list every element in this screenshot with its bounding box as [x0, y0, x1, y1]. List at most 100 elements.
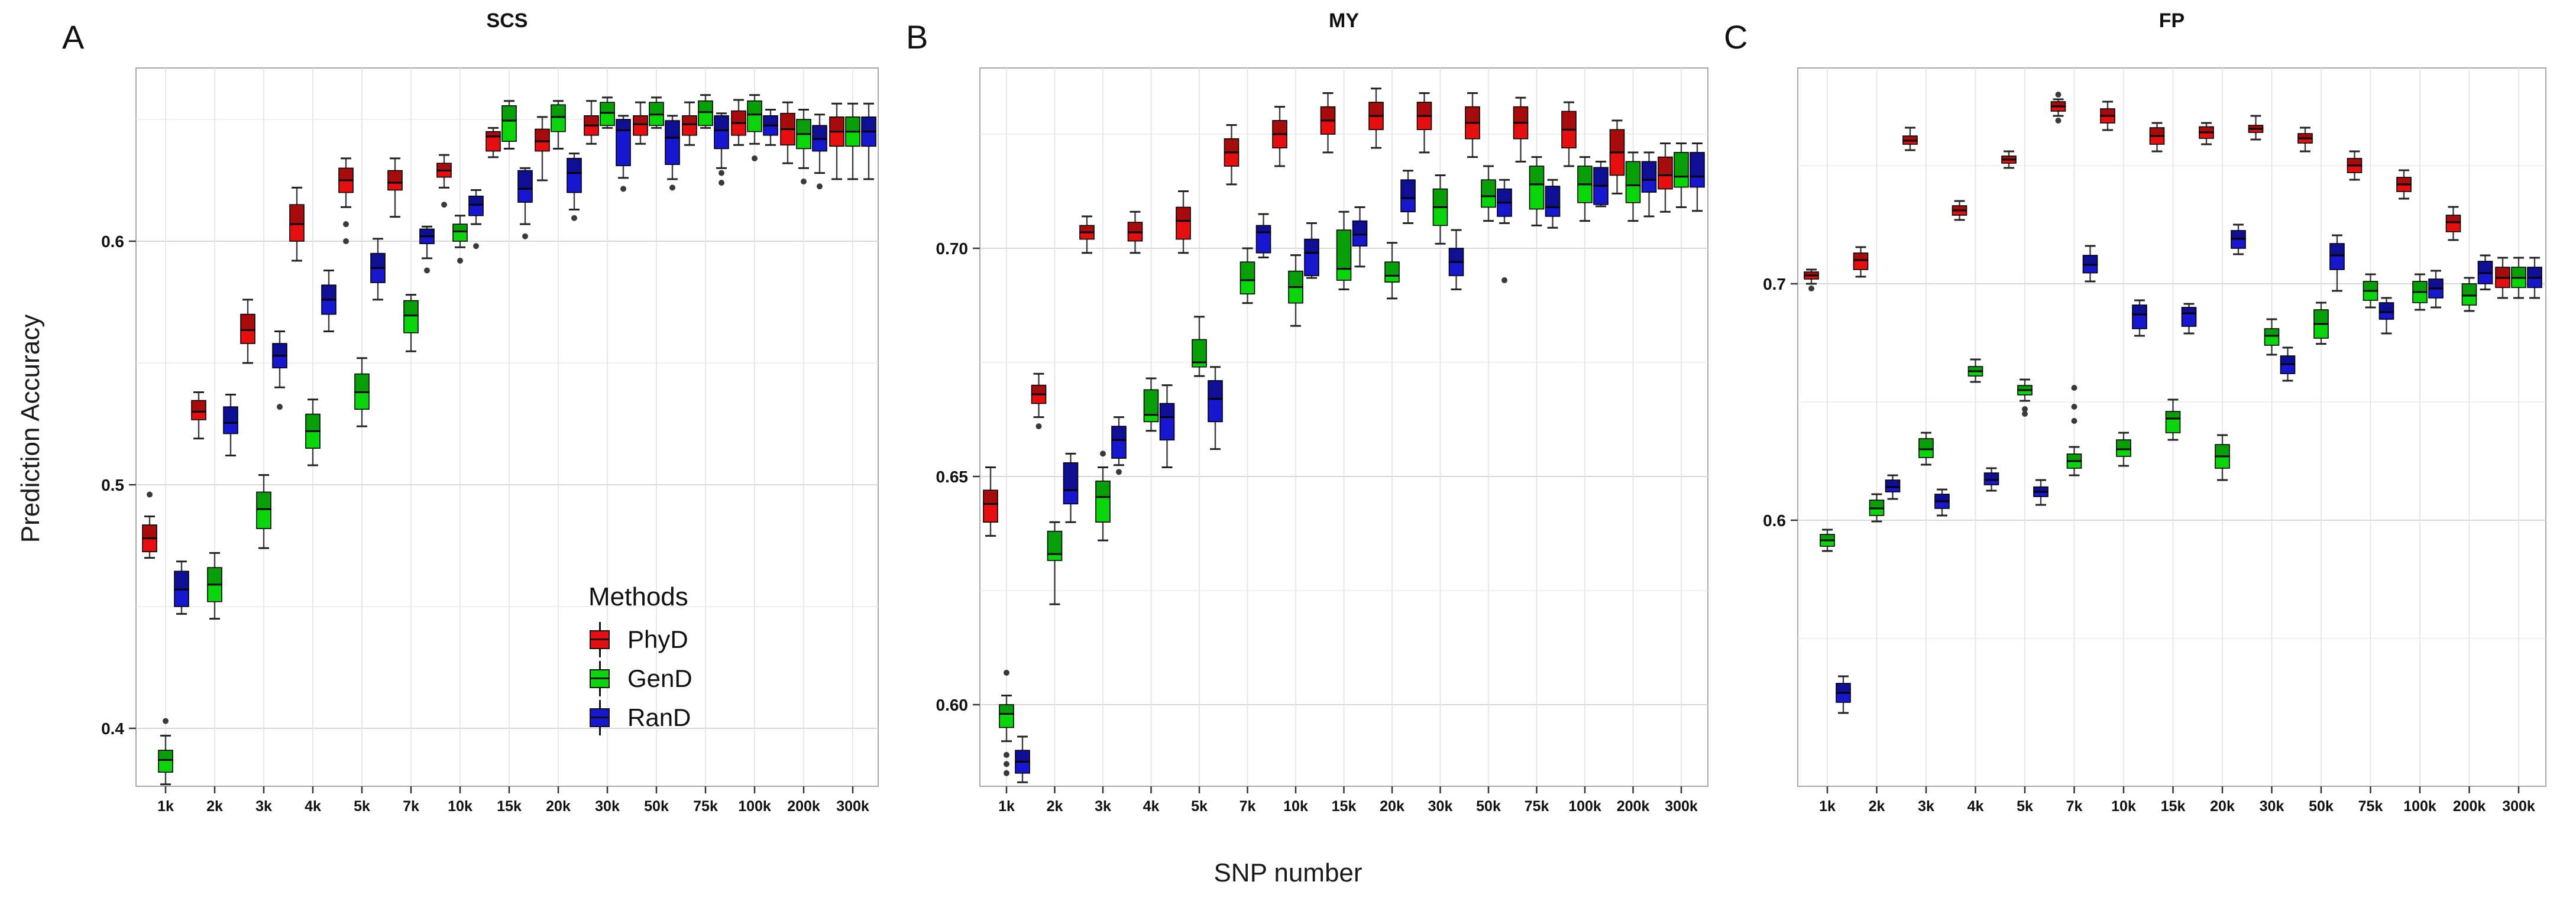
box-upper	[649, 102, 664, 115]
y-tick-label: 0.60	[936, 696, 969, 714]
box-MY-PhyD-5k	[1176, 190, 1191, 254]
box-lower	[1448, 261, 1464, 277]
x-tick-label: 300k	[2502, 798, 2535, 815]
box-SCS-PhyD-50k	[633, 101, 648, 145]
box-MY-RanD-5k	[1208, 366, 1223, 450]
box-FP-GenD-7k	[2066, 385, 2082, 476]
box-MY-GenD-30k	[1432, 174, 1448, 245]
outlier-dot	[1004, 770, 1009, 776]
box-SCS-PhyD-4k	[289, 186, 305, 262]
box-lower	[2181, 313, 2197, 327]
box-upper	[2347, 158, 2363, 166]
box-lower	[517, 188, 533, 203]
box-lower	[2477, 273, 2493, 284]
x-tick-label: 5k	[354, 798, 370, 815]
box-FP-RanD-7k	[2082, 245, 2098, 283]
box-lower	[1674, 176, 1689, 188]
box-lower	[174, 589, 189, 607]
box-FP-RanD-200k	[2477, 254, 2493, 291]
box-lower	[354, 391, 370, 410]
box-upper	[1674, 152, 1689, 177]
box-MY-RanD-2k	[1063, 452, 1079, 523]
box-lower	[1079, 232, 1095, 240]
box-FP-RanD-300k	[2527, 257, 2542, 299]
box-lower	[1272, 134, 1287, 148]
box-MY-RanD-1k	[1015, 735, 1030, 783]
box-upper	[289, 204, 305, 225]
box-upper	[2329, 243, 2345, 256]
box-upper	[714, 115, 729, 131]
x-tick-label: 75k	[2358, 798, 2383, 815]
box-upper	[1625, 161, 1641, 186]
box-FP-PhyD-200k	[2445, 206, 2461, 241]
box-upper	[2461, 283, 2477, 296]
x-tick-label: 3k	[255, 798, 272, 815]
box-lower	[1159, 416, 1175, 441]
box-FP-RanD-20k	[2231, 223, 2246, 255]
box-MY-GenD-75k	[1529, 156, 1545, 226]
box-lower	[2082, 264, 2098, 274]
box-lower	[2264, 335, 2280, 346]
legend-item-label: GenD	[627, 664, 692, 692]
x-tick-label: 5k	[2017, 798, 2033, 815]
box-SCS-PhyD-200k	[780, 101, 795, 164]
box-lower	[403, 315, 419, 333]
outlier-dot	[2071, 418, 2077, 424]
box-FP-RanD-10k	[2132, 299, 2147, 337]
x-tick-label: 20k	[2210, 798, 2235, 815]
x-tick-label: 200k	[2453, 798, 2486, 815]
box-upper	[1384, 261, 1400, 277]
box-lower	[535, 141, 550, 152]
box-lower	[2132, 314, 2147, 329]
box-lower	[436, 170, 452, 178]
box-upper	[1416, 102, 1432, 116]
x-tick-label: 75k	[693, 798, 718, 815]
outlier-dot	[2022, 411, 2028, 417]
box-upper	[2215, 444, 2230, 457]
box-SCS-GenD-5k	[354, 357, 370, 427]
box-lower	[1641, 179, 1657, 193]
box-upper	[1853, 252, 1869, 261]
outlier-dot	[1004, 669, 1009, 676]
box-SCS-PhyD-100k	[731, 99, 746, 146]
box-upper	[1983, 472, 1999, 481]
y-tick-label: 0.6	[1763, 511, 1786, 530]
box-SCS-GenD-75k	[698, 94, 713, 129]
box-lower	[1111, 439, 1127, 459]
box-SCS-RanD-100k	[763, 109, 778, 146]
box-lower	[142, 537, 157, 553]
box-SCS-PhyD-300k	[829, 102, 844, 180]
box-lower	[191, 411, 206, 420]
box-upper	[1561, 111, 1577, 131]
outlier-dot	[719, 180, 724, 186]
legend-title: Methods	[588, 582, 688, 611]
box-MY-GenD-15k	[1336, 210, 1352, 290]
box-lower	[829, 131, 844, 147]
outlier-dot	[2022, 406, 2028, 412]
box-SCS-GenD-3k	[256, 474, 271, 549]
box-lower	[1577, 184, 1593, 203]
box-upper	[2066, 453, 2082, 462]
box-upper	[1641, 161, 1657, 181]
box-SCS-RanD-30k	[616, 115, 631, 192]
x-tick-label: 1k	[1819, 798, 1836, 815]
box-SCS-GenD-1k	[158, 718, 173, 786]
box-upper	[1513, 106, 1529, 124]
box-lower	[468, 204, 484, 216]
box-MY-PhyD-300k	[1658, 142, 1673, 213]
box-lower	[999, 713, 1014, 728]
box-lower	[747, 114, 762, 132]
box-MY-GenD-300k	[1674, 142, 1689, 209]
box-lower	[2329, 255, 2345, 270]
box-upper	[600, 102, 615, 114]
box-lower	[2116, 449, 2131, 457]
box-upper	[1208, 380, 1223, 400]
box-lower	[812, 138, 827, 152]
legend-item-RanD: RanD	[588, 698, 692, 737]
outlier-dot	[801, 179, 807, 185]
box-lower	[370, 267, 386, 283]
box-lower	[2149, 135, 2165, 145]
box-SCS-RanD-3k	[272, 330, 287, 410]
box-upper	[2116, 439, 2131, 450]
x-tick-label: 50k	[2309, 798, 2334, 815]
